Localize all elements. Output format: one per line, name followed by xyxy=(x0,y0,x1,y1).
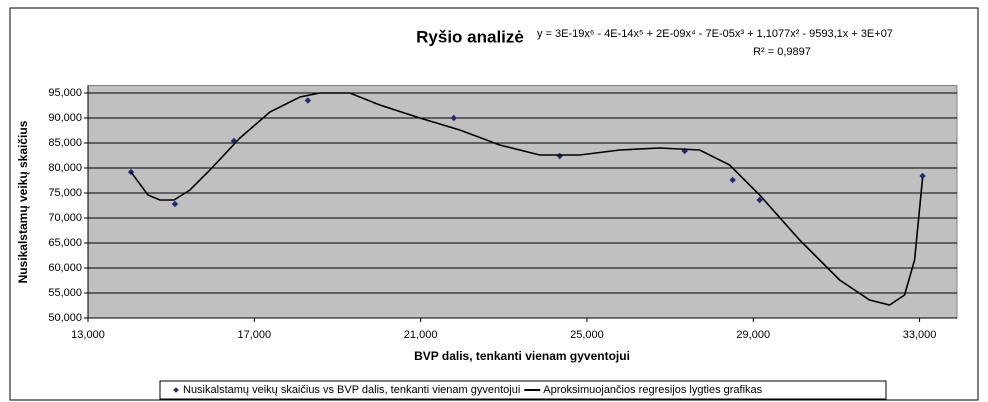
y-tick-label: 50,000 xyxy=(48,312,82,324)
equation: y = 3E-19x⁶ - 4E-14x⁵ + 2E-09x⁴ - 7E-05x… xyxy=(537,28,893,40)
y-tick-label: 90,000 xyxy=(48,112,82,124)
data-point xyxy=(171,200,179,208)
y-tick-label: 75,000 xyxy=(48,187,82,199)
legend-label: Nusikalstamų veikų skaičius vs BVP dalis… xyxy=(183,384,520,396)
x-tick-label: 33,000 xyxy=(903,329,937,341)
x-tick-label: 17,000 xyxy=(237,329,271,341)
legend-label: Aproksimuojančios regresijos lygties gra… xyxy=(543,384,762,396)
y-tick-label: 70,000 xyxy=(48,212,82,224)
legend-box xyxy=(159,380,887,400)
y-tick-label: 95,000 xyxy=(48,87,82,99)
data-point xyxy=(450,114,458,122)
data-point xyxy=(756,196,763,204)
plot-area xyxy=(87,85,958,319)
y-tick-label: 85,000 xyxy=(48,137,82,149)
x-tick-label: 25,000 xyxy=(570,329,604,341)
data-point xyxy=(919,172,926,180)
data-point xyxy=(729,176,736,184)
x-tick-label: 29,000 xyxy=(736,329,770,341)
y-tick-label: 65,000 xyxy=(48,237,82,249)
y-tick-label: 80,000 xyxy=(48,162,82,174)
y-axis-label: Nusikalstamų veikų skaičius xyxy=(16,120,30,283)
x-axis-label: BVP dalis, tenkanti vienam gyventojui xyxy=(414,349,630,363)
trend-line xyxy=(130,92,924,306)
x-tick-label: 13,000 xyxy=(71,329,105,341)
data-point xyxy=(556,152,563,160)
chart-title: Ryšio analizė xyxy=(416,27,524,46)
x-tick-label: 21,000 xyxy=(404,329,438,341)
r-squared: R² = 0,9897 xyxy=(753,46,811,58)
data-point xyxy=(230,137,238,145)
y-tick-label: 60,000 xyxy=(48,262,82,274)
legend-marker xyxy=(173,387,179,393)
data-point xyxy=(304,97,312,104)
y-tick-label: 55,000 xyxy=(48,287,82,299)
